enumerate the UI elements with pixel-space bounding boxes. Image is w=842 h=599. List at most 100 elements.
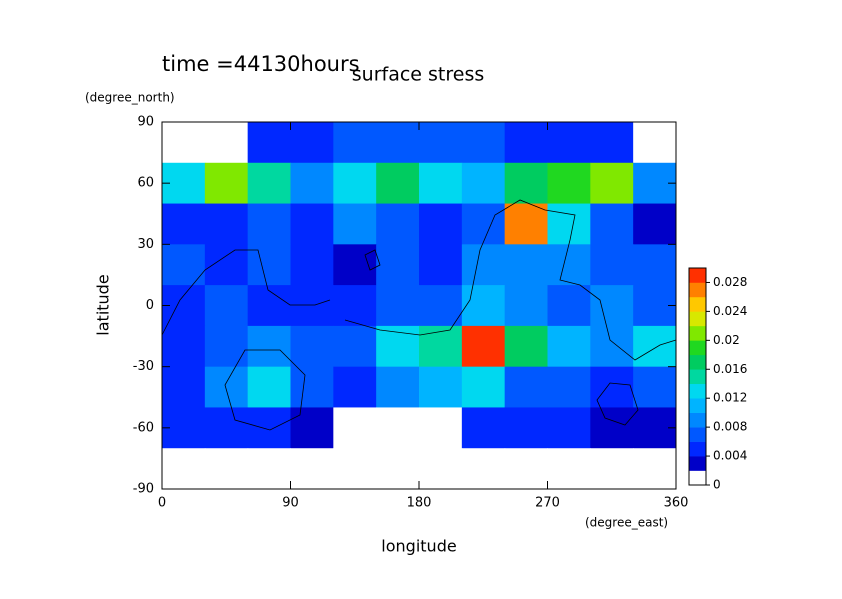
axes: 0 90 180 270 360 -90 -60 -30 0 30 60 90 <box>133 115 689 511</box>
field-cell <box>633 244 677 286</box>
field-cell <box>504 285 548 327</box>
coastline <box>161 249 331 336</box>
field-cell <box>419 122 463 164</box>
field-cell <box>590 162 634 205</box>
field-cell <box>461 325 506 368</box>
field-cell <box>247 244 291 286</box>
field-cell <box>461 203 506 245</box>
coastline <box>224 349 306 431</box>
field-cell <box>376 203 420 245</box>
x-tick-label: 180 <box>407 496 432 511</box>
field-cell <box>461 448 506 490</box>
x-tick-label: 90 <box>282 496 299 511</box>
coastline <box>344 199 677 361</box>
colorbar-segment <box>689 340 706 356</box>
field-cell <box>162 366 206 408</box>
field-cell <box>162 448 206 490</box>
field-cell <box>204 448 249 490</box>
field-cell <box>419 325 463 368</box>
colorbar-tick-label: 0.012 <box>713 391 747 405</box>
field-cell <box>204 122 249 164</box>
field-cell <box>633 325 677 368</box>
field-cell <box>376 366 420 408</box>
field-cell <box>419 448 463 490</box>
field-cell <box>162 203 206 245</box>
colorbar-segment <box>689 456 706 471</box>
subtitle: time =44130hours <box>162 52 360 76</box>
field-cell <box>333 203 377 245</box>
field-cell <box>162 325 206 368</box>
y-tick-label: -30 <box>133 359 154 374</box>
field-cell <box>204 162 249 205</box>
colorbar-segment <box>689 268 706 283</box>
field-cell <box>290 448 334 490</box>
coastlines <box>161 199 677 431</box>
colorbar-segment <box>689 282 706 298</box>
field-cell <box>290 162 334 205</box>
field-cell <box>590 203 634 245</box>
field-cell <box>333 325 377 368</box>
field-cell <box>247 325 291 368</box>
colorbar-tick-label: 0.02 <box>713 333 740 347</box>
field-cell <box>590 122 634 164</box>
field-cell <box>162 122 206 164</box>
x-axis-label: longitude <box>381 537 456 556</box>
field-cell <box>290 407 334 449</box>
field-cell <box>290 203 334 245</box>
field-cell <box>290 244 334 286</box>
field-cell <box>547 162 591 205</box>
field-cell <box>376 407 420 449</box>
x-tick-label: 0 <box>158 496 166 511</box>
field-cell <box>376 122 420 164</box>
field-cell <box>590 407 634 449</box>
field-cell <box>247 162 291 205</box>
field-cell <box>504 366 548 408</box>
y-tick-label: 30 <box>137 237 154 252</box>
field-cell <box>204 407 249 449</box>
y-tick-label: 0 <box>146 298 154 313</box>
x-tick-label: 270 <box>535 496 560 511</box>
colorbar-segment <box>689 325 706 341</box>
field-cell <box>504 244 548 286</box>
field-cell <box>590 448 634 490</box>
field-cell <box>376 244 420 286</box>
field-cell <box>633 448 677 490</box>
field-cell <box>590 325 634 368</box>
field-cell <box>333 285 377 327</box>
colorbar-tick-label: 0.016 <box>713 362 747 376</box>
field-cell <box>247 203 291 245</box>
colorbar-tick-label: 0.004 <box>713 449 747 463</box>
colorbar-segment <box>689 398 706 413</box>
colorbar-tick-label: 0.028 <box>713 275 747 289</box>
field-cell <box>419 162 463 205</box>
y-tick-label: 60 <box>137 176 154 191</box>
field-cell <box>204 325 249 368</box>
field-cell <box>376 285 420 327</box>
y-units: (degree_north) <box>85 91 175 105</box>
colorbar-segment <box>689 383 706 399</box>
field-cell <box>162 244 206 286</box>
field-cell <box>547 325 591 368</box>
field-cell <box>547 122 591 164</box>
field-cell <box>547 407 591 449</box>
field-cell <box>376 162 420 205</box>
field-cell <box>547 285 591 327</box>
field-cell <box>290 285 334 327</box>
field-cell <box>504 325 548 368</box>
field-cell <box>547 366 591 408</box>
colorbar-segment <box>689 412 706 428</box>
y-tick-label: -90 <box>133 482 154 497</box>
field-cell <box>461 366 506 408</box>
field-cell <box>204 203 249 245</box>
field-cell <box>333 122 377 164</box>
y-tick-label: 90 <box>137 115 154 130</box>
field-cell <box>333 448 377 490</box>
x-units: (degree_east) <box>585 516 668 530</box>
field-cell <box>376 325 420 368</box>
field-cell <box>204 285 249 327</box>
field-cell <box>333 366 377 408</box>
field-cell <box>419 244 463 286</box>
colorbar-segment <box>689 427 706 442</box>
colorbar-tick-label: 0.024 <box>713 304 747 318</box>
